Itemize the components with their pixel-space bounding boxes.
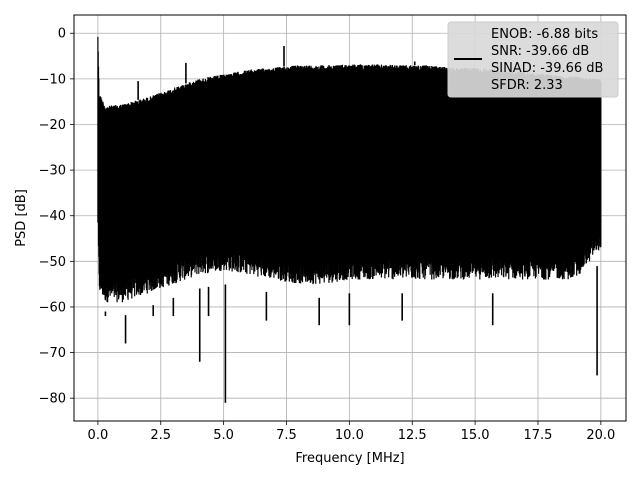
y-axis-label: PSD [dB] xyxy=(14,189,29,247)
y-tick-label: −50 xyxy=(39,255,66,270)
legend-box xyxy=(447,21,619,98)
psd-noise-floor xyxy=(97,36,602,303)
y-tick-label: −40 xyxy=(39,209,66,224)
y-tick-label: −60 xyxy=(39,300,66,315)
x-tick-label: 17.5 xyxy=(524,428,553,443)
y-tick-label: −80 xyxy=(39,392,66,407)
x-tick-label: 12.5 xyxy=(398,428,427,443)
y-tick-label: −10 xyxy=(39,72,66,87)
y-tick-label: −20 xyxy=(39,118,66,133)
y-tick-label: 0 xyxy=(58,27,66,42)
x-tick-label: 2.5 xyxy=(150,428,171,443)
legend-entry-sfdr: SFDR: 2.33 xyxy=(491,78,563,93)
y-axis: 0 −10 −20 −30 −40 −50 −60 −70 −80 xyxy=(39,27,74,407)
x-tick-label: 0.0 xyxy=(88,428,109,443)
legend-entry-snr: SNR: -39.66 dB xyxy=(491,44,589,59)
x-tick-label: 10.0 xyxy=(335,428,364,443)
x-axis-label: Frequency [MHz] xyxy=(295,451,404,466)
legend-entry-sinad: SINAD: -39.66 dB xyxy=(491,61,603,76)
x-axis: 0.0 2.5 5.0 7.5 10.0 12.5 15.0 17.5 20.0 xyxy=(88,421,615,443)
legend-entry-enob: ENOB: -6.88 bits xyxy=(491,27,598,42)
y-tick-label: −70 xyxy=(39,346,66,361)
x-tick-label: 7.5 xyxy=(276,428,297,443)
x-tick-label: 20.0 xyxy=(586,428,615,443)
psd-trace xyxy=(97,36,602,403)
x-tick-label: 15.0 xyxy=(461,428,490,443)
y-tick-label: −30 xyxy=(39,164,66,179)
x-tick-label: 5.0 xyxy=(213,428,234,443)
legend: ENOB: -6.88 bits SNR: -39.66 dB SINAD: -… xyxy=(447,21,619,98)
plot-frame xyxy=(73,14,627,422)
